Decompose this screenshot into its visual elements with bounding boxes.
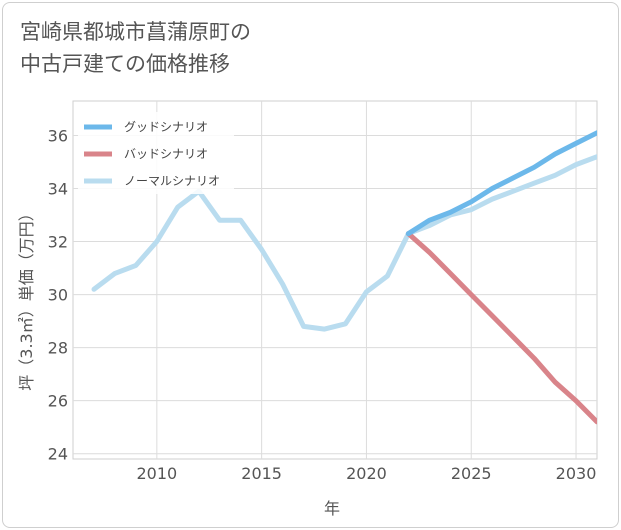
grid — [73, 101, 597, 459]
x-tick-label: 2015 — [241, 464, 282, 483]
chart-title-line-1: 宮崎県都城市菖蒲原町の — [20, 20, 251, 44]
legend-label: バッドシナリオ — [124, 147, 208, 161]
series-line-3 — [91, 154, 597, 332]
x-tick-label: 2020 — [346, 464, 387, 483]
x-tick-label: 2010 — [136, 464, 177, 483]
y-tick-label: 26 — [48, 392, 68, 411]
legend-label: グッドシナリオ — [124, 120, 208, 134]
x-axis-title: 年 — [324, 499, 340, 518]
y-tick-label: 34 — [48, 180, 68, 199]
y-tick-label: 28 — [48, 339, 68, 358]
y-tick-label: 32 — [48, 233, 68, 252]
series-line-1 — [405, 130, 597, 237]
y-axis-title: 坪（3.3㎡）単価（万円） — [17, 205, 36, 390]
y-tick-label: 24 — [48, 445, 68, 464]
axes: 2010 2015 2020 2025 2030 24 26 28 30 32 34 36 — [48, 126, 597, 483]
x-tick-label: 2030 — [556, 464, 597, 483]
chart-title-line-2: 中古戸建ての価格推移 — [20, 52, 230, 76]
legend-label: ノーマルシナリオ — [124, 174, 220, 188]
series-line-2 — [405, 231, 597, 425]
y-tick-label: 36 — [48, 126, 68, 145]
x-tick-label: 2025 — [451, 464, 492, 483]
y-tick-label: 30 — [48, 286, 68, 305]
chart-title: 宮崎県都城市菖蒲原町の 中古戸建ての価格推移 — [20, 16, 251, 80]
series-lines — [91, 130, 597, 425]
